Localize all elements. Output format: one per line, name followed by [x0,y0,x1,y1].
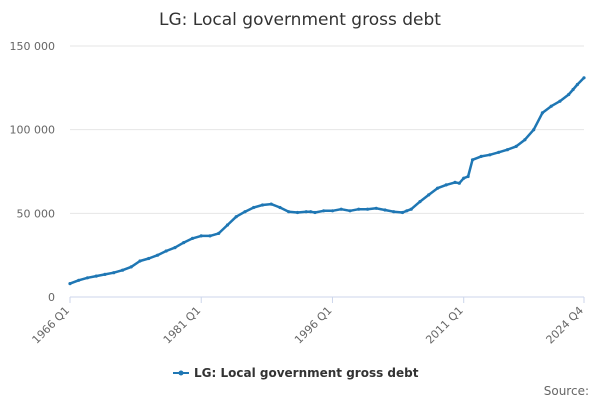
data-point[interactable] [540,111,545,115]
data-point[interactable] [129,265,133,269]
legend-label: LG: Local government gross debt [194,366,419,380]
x-tick-label: 2011 Q1 [423,304,466,347]
series-line[interactable] [68,76,586,285]
x-axis-ticks: 1966 Q1 1981 Q1 1996 Q1 2011 Q1 2024 Q4 [30,297,587,347]
data-point[interactable] [199,234,203,238]
data-point[interactable] [488,153,492,157]
data-point[interactable] [453,180,457,184]
data-point[interactable] [514,144,518,148]
data-point[interactable] [383,208,387,212]
data-point[interactable] [497,150,501,154]
data-point[interactable] [466,174,470,179]
y-tick-label: 0 [48,291,55,304]
data-point[interactable] [225,223,230,227]
data-point[interactable] [138,259,142,263]
y-tick-label: 100 000 [10,124,56,137]
data-point[interactable] [322,209,326,213]
series-layer [68,76,586,286]
data-point[interactable] [435,186,440,190]
data-point[interactable] [571,87,575,92]
data-point[interactable] [217,231,221,235]
data-point[interactable] [582,76,586,80]
data-point[interactable] [357,207,361,211]
data-point[interactable] [120,268,125,272]
data-point[interactable] [405,209,409,213]
data-point[interactable] [470,158,475,162]
chart-title: LG: Local government gross debt [159,10,441,30]
data-point[interactable] [409,207,413,211]
data-point[interactable] [234,215,238,219]
data-point[interactable] [457,181,461,185]
data-point[interactable] [260,203,265,207]
grid [70,45,584,214]
data-point[interactable] [330,209,335,213]
data-point[interactable] [77,278,81,282]
x-tick-label: 1981 Q1 [161,304,204,347]
data-point[interactable] [549,104,553,108]
data-point[interactable] [567,92,571,97]
data-point[interactable] [164,249,168,253]
legend[interactable]: LG: Local government gross debt [173,366,419,380]
data-point[interactable] [374,206,378,210]
data-point[interactable] [85,276,90,280]
y-tick-label: 50 000 [17,207,56,220]
data-point[interactable] [252,205,256,210]
data-point[interactable] [418,200,422,204]
data-point[interactable] [278,205,282,210]
data-point[interactable] [479,154,483,158]
data-point[interactable] [190,236,195,240]
data-point[interactable] [309,210,313,214]
data-point[interactable] [339,207,343,211]
source-label[interactable]: Source: [544,384,589,398]
data-point[interactable] [575,82,580,87]
data-point[interactable] [505,148,509,152]
data-point[interactable] [94,274,98,278]
data-point[interactable] [462,176,466,180]
data-point[interactable] [348,209,352,213]
data-point[interactable] [208,234,212,238]
x-tick-label: 1996 Q1 [292,304,335,347]
data-point[interactable] [182,241,186,245]
data-point[interactable] [295,210,300,215]
y-axis-ticks: 0 50 000 100 000 150 000 [10,40,56,304]
data-point[interactable] [103,272,107,276]
data-point[interactable] [287,210,291,214]
data-point[interactable] [444,183,448,187]
data-point[interactable] [112,271,116,275]
data-point[interactable] [313,210,317,215]
data-point[interactable] [68,282,72,286]
data-point[interactable] [147,256,151,261]
data-point[interactable] [392,210,396,214]
data-point[interactable] [173,246,177,250]
data-point[interactable] [365,207,370,211]
data-point[interactable] [400,210,405,215]
data-point[interactable] [155,253,160,257]
legend-marker-dot [178,370,184,376]
data-point[interactable] [523,138,527,142]
data-point[interactable] [427,193,431,197]
y-tick-label: 150 000 [10,40,56,53]
data-point[interactable] [532,128,536,132]
data-point[interactable] [269,202,273,206]
x-tick-label: 2024 Q4 [544,304,587,347]
x-tick-label: 1966 Q1 [30,304,73,347]
data-point[interactable] [243,210,247,214]
data-point[interactable] [558,99,562,103]
data-point[interactable] [304,210,308,214]
